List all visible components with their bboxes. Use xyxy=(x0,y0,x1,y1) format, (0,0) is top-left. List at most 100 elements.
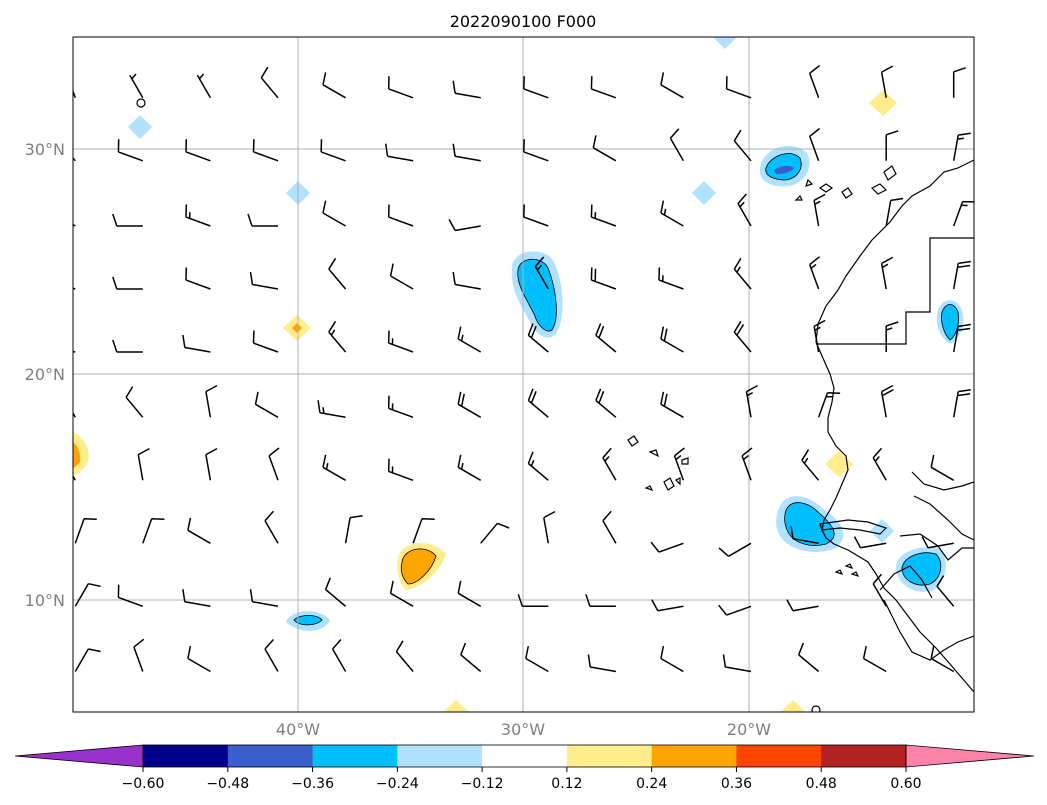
wind-barb xyxy=(790,526,819,545)
wind-barb xyxy=(73,73,77,99)
wind-barb xyxy=(872,573,887,607)
wind-barb xyxy=(185,204,211,227)
colorbar-extend-high xyxy=(905,744,1035,768)
wind-barb xyxy=(331,639,347,672)
colorbar-tick-label: −0.36 xyxy=(291,776,334,792)
wind-barb xyxy=(187,645,211,673)
lon-label-40w: 40°W xyxy=(276,720,320,739)
wind-barb xyxy=(129,73,144,99)
wind-barb xyxy=(808,127,821,162)
wind-barb xyxy=(112,276,143,290)
wind-barb xyxy=(862,645,887,673)
map-plot-area xyxy=(73,37,974,712)
wind-barb xyxy=(387,395,414,419)
wind-barb xyxy=(669,128,685,162)
wind-barb xyxy=(457,454,482,481)
colorbar-tick-label: 0.36 xyxy=(721,776,752,792)
colorbar-tick-label: −0.60 xyxy=(122,776,165,792)
wind-barb xyxy=(885,130,899,161)
wind-barb xyxy=(936,575,955,607)
wind-barb xyxy=(249,271,279,290)
contour-diamond-pos-4 xyxy=(443,700,469,712)
wind-barb xyxy=(527,451,549,481)
wind-barb xyxy=(254,391,279,418)
wind-barb xyxy=(387,204,414,227)
wind-barb xyxy=(74,582,101,607)
wind-barb xyxy=(457,391,482,418)
wind-barb xyxy=(117,139,144,162)
wind-barb xyxy=(182,589,211,608)
wind-barb xyxy=(798,642,820,673)
contour-diamond-pos-2 xyxy=(869,90,897,116)
lon-label-30w: 30°W xyxy=(501,720,545,739)
wind-barb xyxy=(808,256,821,290)
longitude-labels: 40°W 30°W 20°W xyxy=(276,720,771,739)
wind-barb xyxy=(324,577,347,607)
wind-barb xyxy=(523,204,549,227)
colorbar-tick-label: −0.48 xyxy=(206,776,249,792)
wind-barb xyxy=(387,76,414,99)
colorbar-segment xyxy=(143,745,229,767)
wind-barb xyxy=(650,541,684,553)
wind-barb xyxy=(590,267,617,290)
wind-barb xyxy=(660,326,684,353)
wind-barb xyxy=(527,388,549,418)
wind-barb xyxy=(412,518,435,544)
wind-barb xyxy=(527,323,549,353)
wind-barb xyxy=(590,76,617,99)
wind-barb xyxy=(585,594,616,608)
wind-barb xyxy=(523,76,549,99)
wind-barb xyxy=(741,447,753,481)
wind-barb xyxy=(73,223,76,227)
colorbar-extend-low xyxy=(14,744,144,768)
wind-barb xyxy=(112,213,143,227)
colorbar-tick-label: 0.12 xyxy=(551,776,582,792)
wind-barb xyxy=(185,139,211,162)
wind-barb xyxy=(733,257,752,290)
wind-barb xyxy=(880,256,894,290)
wind-barb xyxy=(660,200,684,227)
wind-barb xyxy=(395,640,414,672)
colorbar-segment xyxy=(566,745,653,767)
wind-barb xyxy=(328,257,347,290)
wind-barb xyxy=(733,129,752,162)
wind-barb xyxy=(260,66,279,99)
wind-barb xyxy=(322,200,346,227)
contour-diamond-3 xyxy=(692,181,716,205)
wind-barb xyxy=(921,536,954,549)
wind-barb xyxy=(457,580,482,607)
lat-label-30n: 30°N xyxy=(25,140,65,159)
colorbar-segment xyxy=(736,745,822,767)
wind-barb xyxy=(853,536,887,549)
wind-barb xyxy=(590,204,617,227)
contour-diamond-1 xyxy=(128,115,152,139)
colorbar-tick-label: −0.12 xyxy=(461,776,504,792)
map-frame xyxy=(72,36,975,713)
wind-barb xyxy=(264,639,279,672)
wind-barb xyxy=(252,330,279,353)
wind-barb xyxy=(880,65,894,98)
wind-barb xyxy=(587,654,617,673)
wind-barb xyxy=(813,193,826,227)
wind-barb xyxy=(185,267,211,290)
wind-barb xyxy=(952,323,971,353)
wind-barb xyxy=(73,350,76,353)
colorbar-segment xyxy=(312,745,398,767)
wind-barb xyxy=(320,139,346,162)
colorbar-segment xyxy=(821,745,907,767)
wind-barb xyxy=(725,76,752,99)
wind-barb xyxy=(885,321,899,352)
contour-diamond-4 xyxy=(713,37,737,49)
wind-barb xyxy=(660,72,684,99)
colorbar: −0.60 −0.48 −0.36 −0.24 −0.12 0.12 0.24 0.36 0.4… xyxy=(14,744,1035,792)
wind-barb xyxy=(885,197,904,227)
wind-barb xyxy=(480,522,510,544)
lat-label-20n: 20°N xyxy=(25,365,65,384)
wind-barb xyxy=(602,447,617,481)
wind-barb xyxy=(387,458,414,482)
figure-title: 2022090100 F000 xyxy=(450,12,597,31)
wind-barb xyxy=(249,589,279,608)
wind-barb xyxy=(322,72,346,99)
wind-barb xyxy=(264,510,279,544)
wind-barb xyxy=(595,388,617,418)
